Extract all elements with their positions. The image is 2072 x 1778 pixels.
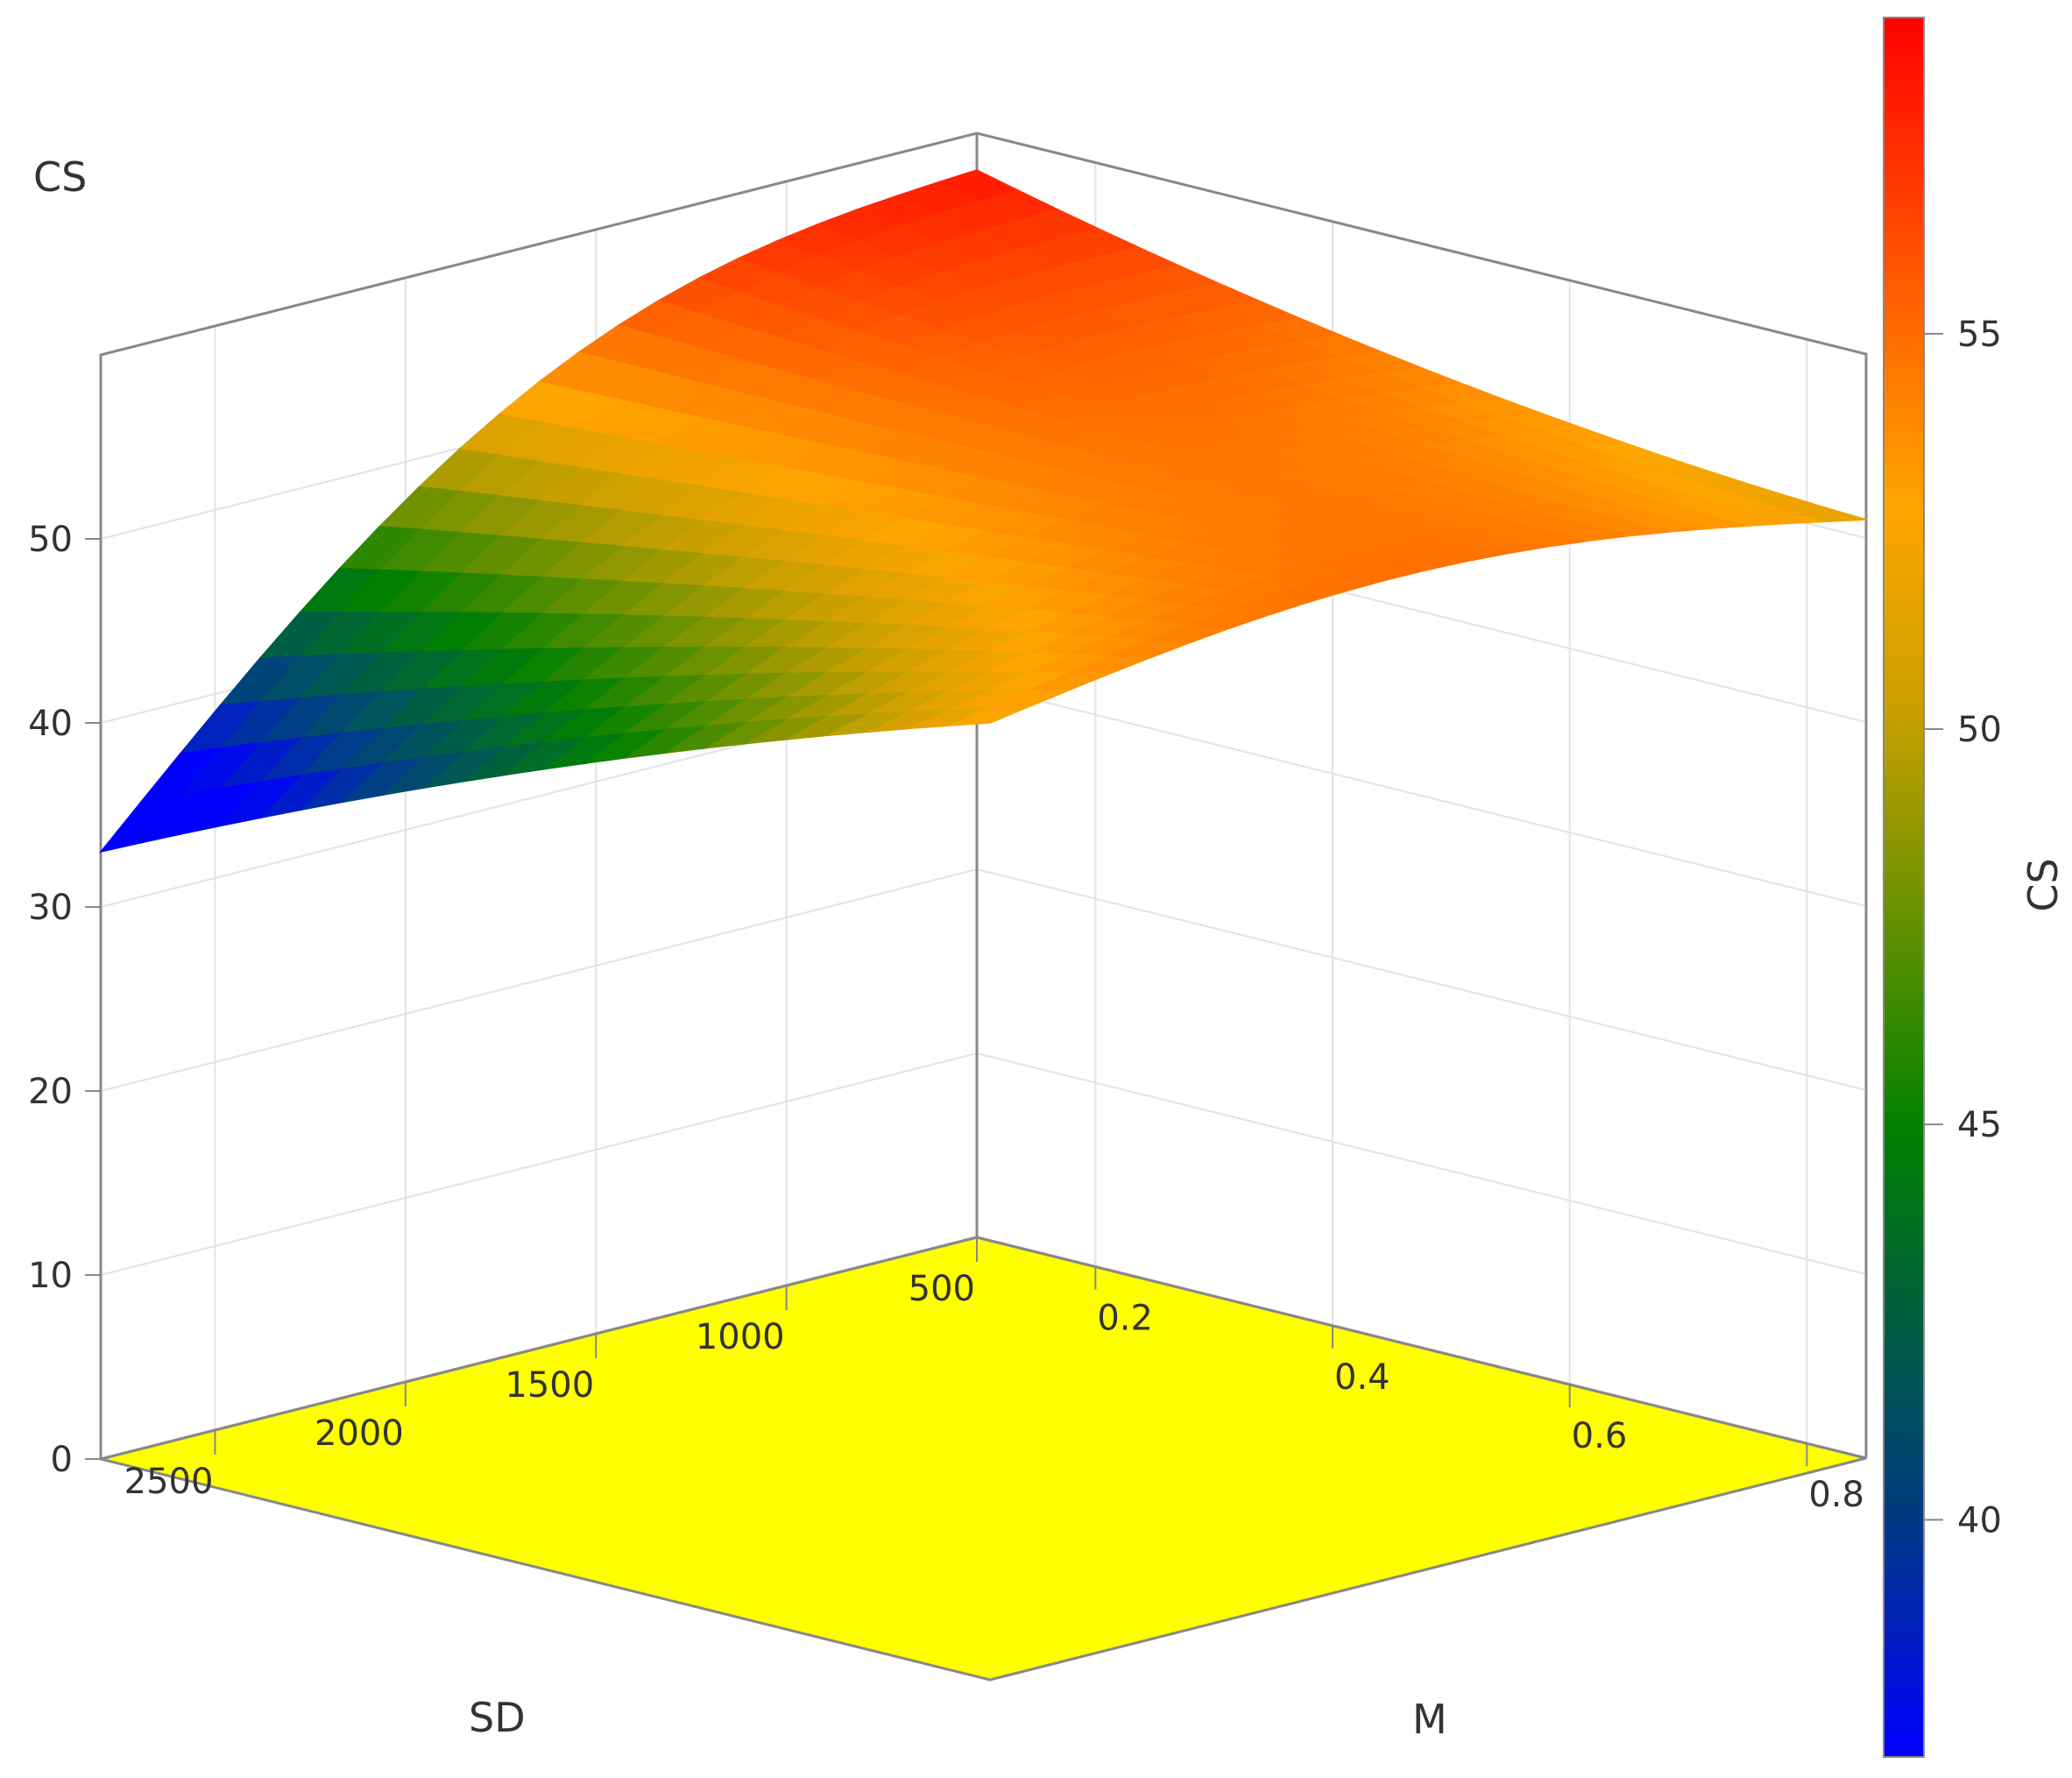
z-axis-title: CS — [33, 153, 87, 201]
surface-patch — [949, 705, 1030, 726]
z-tick-label: 10 — [28, 1256, 73, 1296]
x-tick-label: 1000 — [696, 1317, 785, 1357]
y-tick-label: 0.6 — [1572, 1416, 1628, 1456]
colorbar-gradient — [1883, 17, 1925, 1758]
x-tick-label: 1500 — [505, 1365, 594, 1406]
x-tick-label: 500 — [909, 1269, 975, 1309]
floor-plane — [100, 1236, 1867, 1682]
y-axis-title: M — [1412, 1696, 1447, 1743]
z-tick-label: 30 — [28, 888, 73, 928]
z-tick-label: 50 — [28, 520, 73, 560]
axis-ticks: 0 10 20 30 40 50 500 1000 1500 2000 2500 0.2 0.4 0.6 0… — [28, 520, 1864, 1515]
front-axis-lines — [100, 1236, 1867, 1461]
x-axis-title: SD — [469, 1694, 526, 1741]
z-tick-label: 0 — [51, 1440, 73, 1480]
x-tick-label: 2000 — [315, 1413, 404, 1454]
floor-surface — [100, 1236, 1867, 1682]
colorbar-tick-label: 45 — [1957, 1105, 2002, 1145]
colorbar-tick-label: 40 — [1957, 1500, 2002, 1541]
x-tick-label: 2500 — [124, 1462, 214, 1502]
response-surface — [99, 169, 1867, 854]
y-tick-label: 0.8 — [1808, 1475, 1864, 1515]
z-tick-label: 40 — [28, 704, 73, 744]
colorbar: 40 45 50 55 — [1883, 17, 2002, 1758]
y-tick-label: 0.4 — [1334, 1357, 1390, 1398]
gridline-z-20 — [100, 868, 1867, 1092]
x-axis-line — [100, 1236, 978, 1461]
colorbar-tick-label: 50 — [1957, 710, 2002, 750]
y-axis-line — [976, 1236, 1867, 1460]
z-tick-label: 20 — [28, 1072, 73, 1112]
colorbar-tick-label: 55 — [1957, 315, 2002, 355]
colorbar-title: CS — [2019, 858, 2067, 911]
y-tick-label: 0.2 — [1097, 1299, 1153, 1339]
